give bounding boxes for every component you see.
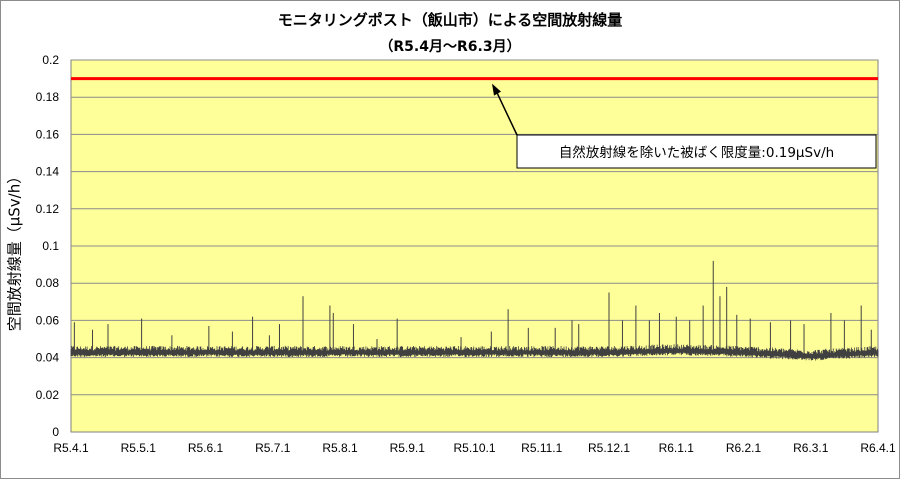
series-baseline (70, 344, 879, 361)
x-tick-label: R5.5.1 (121, 441, 157, 455)
y-tick-labels: 0 0.02 0.04 0.06 0.08 0.1 0.12 0.14 0.16 0.18 0.2 (36, 53, 60, 439)
y-tick-label: 0.08 (36, 276, 60, 290)
annotation-box (516, 134, 877, 169)
y-tick-label: 0.2 (42, 53, 59, 67)
annotation-label: 自然放射線を除いた被ばく限度量:0.19μSv/h (559, 144, 834, 161)
x-tick-label: R5.7.1 (255, 441, 291, 455)
y-tick-label: 0.18 (36, 90, 60, 104)
x-tick-label: R5.9.1 (390, 441, 426, 455)
y-tick-label: 0.06 (36, 313, 60, 327)
gridlines (71, 59, 878, 396)
y-tick-label: 0.16 (36, 127, 60, 141)
x-tick-label: R5.4.1 (53, 441, 89, 455)
annotation-arrowhead (492, 83, 501, 96)
x-tick-label: R6.2.1 (726, 441, 762, 455)
y-tick-label: 0.14 (36, 165, 60, 179)
y-tick-label: 0 (52, 425, 59, 439)
x-tick-labels: R5.4.1 R5.5.1 R5.6.1 R5.7.1 R5.8.1 R5.9.1 R5.1… (53, 441, 896, 455)
y-tick-label: 0.12 (36, 202, 60, 216)
annotation-arrow (495, 90, 518, 136)
x-tick-label: R6.1.1 (659, 441, 695, 455)
chart-title: モニタリングポスト（飯山市）による空間放射線量 (277, 11, 623, 29)
y-tick-label: 0.02 (36, 388, 60, 402)
chart-subtitle: （R5.4月～R6.3月） (379, 39, 521, 55)
y-tick-label: 0.04 (36, 351, 60, 365)
x-tick-label: R5.12.1 (588, 441, 630, 455)
x-tick-label: R5.8.1 (322, 441, 358, 455)
x-tick-label: R5.10.1 (453, 441, 495, 455)
x-tick-label: R5.11.1 (521, 441, 562, 455)
x-tick-label: R6.4.1 (860, 441, 896, 455)
x-tick-label: R5.6.1 (188, 441, 224, 455)
x-tick-label: R6.3.1 (793, 441, 829, 455)
y-tick-label: 0.1 (42, 239, 59, 253)
series-group (70, 260, 879, 361)
